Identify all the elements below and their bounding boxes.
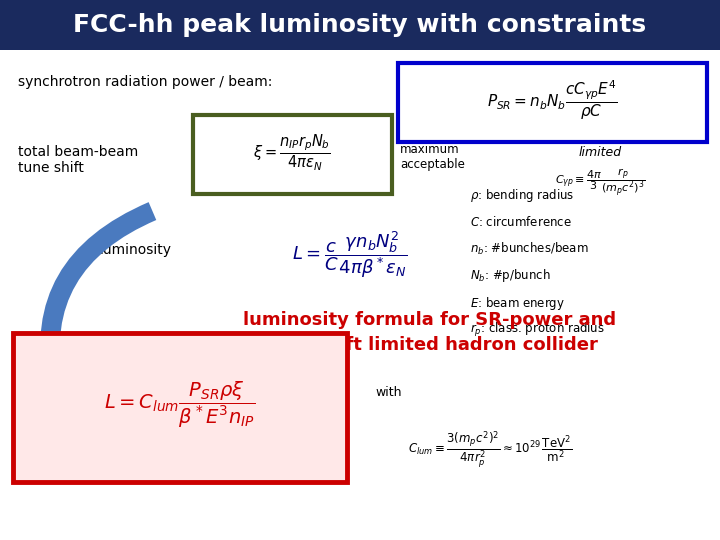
FancyBboxPatch shape: [398, 63, 707, 142]
Text: limited: limited: [578, 145, 621, 159]
FancyArrowPatch shape: [38, 202, 156, 407]
Text: with: with: [375, 386, 402, 399]
Text: $n_b$: #bunches/beam: $n_b$: #bunches/beam: [470, 241, 588, 257]
FancyBboxPatch shape: [193, 115, 392, 194]
Text: $r_p$: class. proton radius: $r_p$: class. proton radius: [470, 321, 605, 339]
Text: tune-shift limited hadron collider: tune-shift limited hadron collider: [262, 336, 598, 354]
Text: $P_{SR} = n_b N_b \dfrac{c C_{\gamma p} E^4}{\rho C}$: $P_{SR} = n_b N_b \dfrac{c C_{\gamma p} …: [487, 78, 617, 122]
Text: FCC-hh peak luminosity with constraints: FCC-hh peak luminosity with constraints: [73, 13, 647, 37]
Text: $N_b$: #p/bunch: $N_b$: #p/bunch: [470, 267, 551, 285]
Text: $E$: beam energy: $E$: beam energy: [470, 294, 565, 312]
Text: $L = C_{lum}\dfrac{P_{SR}\rho\xi}{\beta^* E^3 n_{IP}}$: $L = C_{lum}\dfrac{P_{SR}\rho\xi}{\beta^…: [104, 380, 256, 430]
Text: total beam-beam
tune shift: total beam-beam tune shift: [18, 145, 138, 175]
Text: $C$: circumference: $C$: circumference: [470, 215, 572, 229]
Text: $\xi = \dfrac{n_{IP} r_p N_b}{4\pi\varepsilon_N}$: $\xi = \dfrac{n_{IP} r_p N_b}{4\pi\varep…: [253, 133, 331, 173]
Text: $C_{lum} \equiv \dfrac{3(m_p c^2)^2}{4\pi r_p^2} \approx 10^{29}\,\dfrac{\mathrm: $C_{lum} \equiv \dfrac{3(m_p c^2)^2}{4\p…: [408, 429, 572, 470]
Text: luminosity: luminosity: [100, 243, 172, 257]
Text: $\rho$: bending radius: $\rho$: bending radius: [470, 186, 575, 204]
Text: synchrotron radiation power / beam:: synchrotron radiation power / beam:: [18, 75, 272, 89]
Text: maximum
acceptable: maximum acceptable: [400, 143, 465, 171]
Text: $C_{\gamma p} \equiv \dfrac{4\pi}{3} \dfrac{r_p}{(m_p c^2)^3}$: $C_{\gamma p} \equiv \dfrac{4\pi}{3} \df…: [555, 166, 645, 198]
Bar: [0, 0, 720, 50]
FancyBboxPatch shape: [13, 333, 347, 482]
Text: $L = \dfrac{c}{C} \dfrac{\gamma n_b N_b^2}{4\pi\beta^* \varepsilon_N}$: $L = \dfrac{c}{C} \dfrac{\gamma n_b N_b^…: [292, 230, 408, 280]
Text: luminosity formula for SR-power and: luminosity formula for SR-power and: [243, 311, 616, 329]
